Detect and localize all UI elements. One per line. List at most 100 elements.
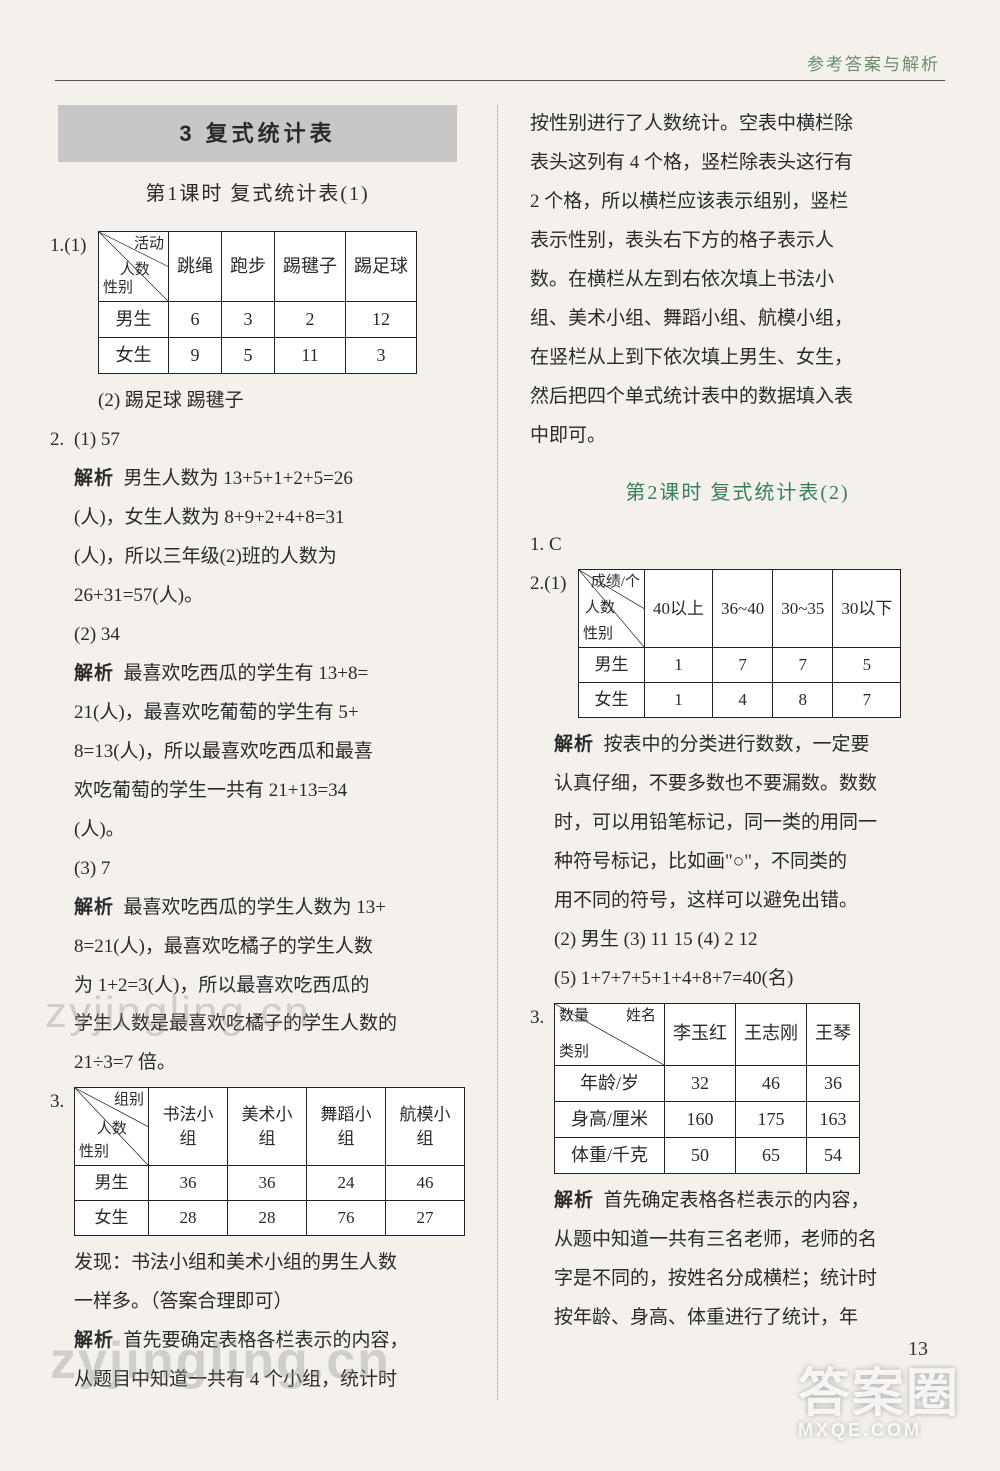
cell: 12 bbox=[346, 302, 417, 338]
cell: 3 bbox=[222, 302, 275, 338]
q2-row: 2. (1) 57 解析 男生人数为 13+5+1+2+5=26 (人)，女生人… bbox=[50, 421, 465, 1083]
cell: 160 bbox=[665, 1101, 736, 1137]
text: 首先要确定表格各栏表示的内容， bbox=[124, 1330, 409, 1351]
page-number: 13 bbox=[908, 1338, 928, 1361]
right-q2-tail: 解析 按表中的分类进行数数，一定要 认真仔细，不要多数也不要漏数。数数 时，可以… bbox=[554, 726, 945, 999]
cell: 8 bbox=[773, 683, 833, 718]
row-label: 女生 bbox=[579, 683, 645, 718]
analysis-label: 解析 bbox=[74, 897, 114, 918]
cell: 11 bbox=[275, 338, 346, 374]
cell: 36 bbox=[807, 1065, 860, 1101]
q2-number: 2. bbox=[50, 421, 74, 460]
text: 按年龄、身高、体重进行了统计，年 bbox=[554, 1299, 945, 1338]
diag-top: 姓名 bbox=[626, 1006, 656, 1027]
text: 数。在横栏从左到右依次填上书法小 bbox=[530, 261, 945, 300]
text: 时，可以用铅笔标记，同一类的用同一 bbox=[554, 804, 945, 843]
right-q3-number: 3. bbox=[530, 999, 554, 1038]
q3-analysis: 解析 首先要确定表格各栏表示的内容， bbox=[74, 1322, 465, 1361]
analysis-label: 解析 bbox=[554, 734, 594, 755]
q3-row: 3. 组别 人数 性别 书法小组 美术小组 舞蹈小组 bbox=[50, 1083, 465, 1399]
wm3-sub: MXQE.COM bbox=[798, 1420, 960, 1441]
table-diag-header: 成绩/个 人数 性别 bbox=[579, 570, 645, 648]
col-head: 李玉红 bbox=[665, 1003, 736, 1065]
col-head: 王志刚 bbox=[736, 1003, 807, 1065]
text: 中即可。 bbox=[530, 417, 945, 456]
lesson1-title: 第1课时 复式统计表(1) bbox=[50, 174, 465, 215]
cell: 1 bbox=[645, 648, 713, 683]
text: 最喜欢吃西瓜的学生有 13+8= bbox=[124, 663, 369, 684]
analysis-label: 解析 bbox=[74, 663, 114, 684]
q3-finding: 一样多。（答案合理即可） bbox=[74, 1283, 465, 1322]
col-head: 30以下 bbox=[833, 570, 901, 648]
right-q3-body: 姓名 数量 类别 李玉红 王志刚 王琴 年龄/岁 32 46 bbox=[554, 999, 945, 1338]
table-activity: 活动 人数 性别 跳绳 跑步 踢毽子 踢足球 男生 6 3 bbox=[98, 231, 417, 374]
text: 男生人数为 13+5+1+2+5=26 bbox=[124, 468, 353, 489]
r2-analysis: 解析 按表中的分类进行数数，一定要 bbox=[554, 726, 945, 765]
table-row: 女生 9 5 11 3 bbox=[99, 338, 417, 374]
table-row: 男生 1 7 7 5 bbox=[579, 648, 901, 683]
cell: 46 bbox=[736, 1065, 807, 1101]
text: 21(人)，最喜欢吃葡萄的学生有 5+ bbox=[74, 694, 465, 733]
diag-top: 成绩/个 bbox=[591, 572, 640, 593]
section-banner: 3 复式统计表 bbox=[58, 105, 457, 162]
text: 按性别进行了人数统计。空表中横栏除 bbox=[530, 105, 945, 144]
diag-mid: 人数 bbox=[585, 598, 615, 619]
text: 组、美术小组、舞蹈小组、航模小组， bbox=[530, 300, 945, 339]
q1-2: (2) 踢足球 踢毽子 bbox=[98, 382, 465, 421]
q1-body: 活动 人数 性别 跳绳 跑步 踢毽子 踢足球 男生 6 3 bbox=[98, 227, 465, 382]
two-column-layout: 3 复式统计表 第1课时 复式统计表(1) 1.(1) 活动 人数 性别 bbox=[50, 105, 945, 1400]
breadcrumb: 参考答案与解析 bbox=[807, 50, 940, 75]
q1-row: 1.(1) 活动 人数 性别 跳绳 跑步 踢毽子 bbox=[50, 227, 465, 382]
row-label: 男生 bbox=[579, 648, 645, 683]
right-q2-body: 成绩/个 人数 性别 40以上 36~40 30~35 30以下 男生 1 bbox=[578, 565, 945, 726]
cell: 175 bbox=[736, 1101, 807, 1137]
page-root: 参考答案与解析 3 复式统计表 第1课时 复式统计表(1) 1.(1) 活动 人… bbox=[0, 0, 1000, 1471]
cell: 54 bbox=[807, 1137, 860, 1173]
table-diag-header: 活动 人数 性别 bbox=[99, 232, 169, 302]
row-label: 女生 bbox=[99, 338, 169, 374]
cell: 7 bbox=[833, 683, 901, 718]
row-label: 男生 bbox=[99, 302, 169, 338]
r2-5: (5) 1+7+7+5+1+4+8+7=40(名) bbox=[554, 960, 945, 999]
table-scores: 成绩/个 人数 性别 40以上 36~40 30~35 30以下 男生 1 bbox=[578, 569, 901, 718]
q2-body: (1) 57 解析 男生人数为 13+5+1+2+5=26 (人)，女生人数为 … bbox=[74, 421, 465, 1083]
cell: 32 bbox=[665, 1065, 736, 1101]
col-head: 36~40 bbox=[713, 570, 773, 648]
cell: 24 bbox=[307, 1166, 386, 1201]
row-label: 体重/千克 bbox=[555, 1137, 665, 1173]
table-row: 男生 36 36 24 46 bbox=[75, 1166, 465, 1201]
row-label: 女生 bbox=[75, 1201, 149, 1236]
q2-2: (2) 34 bbox=[74, 616, 465, 655]
right-q1: 1. C bbox=[530, 526, 945, 565]
cell: 7 bbox=[773, 648, 833, 683]
right-q2-row: 2.(1) 成绩/个 人数 性别 40以上 36~40 30 bbox=[530, 565, 945, 726]
diag-top: 组别 bbox=[114, 1090, 144, 1111]
cell: 3 bbox=[346, 338, 417, 374]
lesson2-title: 第2课时 复式统计表(2) bbox=[530, 473, 945, 514]
text: 学生人数是最喜欢吃橘子的学生人数的 bbox=[74, 1005, 465, 1044]
cell: 27 bbox=[386, 1201, 465, 1236]
cell: 76 bbox=[307, 1201, 386, 1236]
col-head: 30~35 bbox=[773, 570, 833, 648]
text: 8=13(人)，所以最喜欢吃西瓜和最喜 bbox=[74, 733, 465, 772]
cell: 6 bbox=[169, 302, 222, 338]
table-diag-header: 姓名 数量 类别 bbox=[555, 1003, 665, 1065]
text: 然后把四个单式统计表中的数据填入表 bbox=[530, 378, 945, 417]
text: 8=21(人)，最喜欢吃橘子的学生人数 bbox=[74, 928, 465, 967]
q2-3: (3) 7 bbox=[74, 850, 465, 889]
r2-2: (2) 男生 (3) 11 15 (4) 2 12 bbox=[554, 921, 945, 960]
q2-1-analysis: 解析 男生人数为 13+5+1+2+5=26 bbox=[74, 460, 465, 499]
analysis-label: 解析 bbox=[74, 1330, 114, 1351]
text: 首先确定表格各栏表示的内容， bbox=[604, 1190, 870, 1211]
right-q2-number: 2.(1) bbox=[530, 565, 578, 604]
text: 最喜欢吃西瓜的学生人数为 13+ bbox=[124, 897, 386, 918]
table-diag-header: 组别 人数 性别 bbox=[75, 1088, 149, 1166]
text: 用不同的符号，这样可以避免出错。 bbox=[554, 882, 945, 921]
diag-top: 活动 bbox=[134, 234, 164, 255]
text: 种符号标记，比如画"○"，不同类的 bbox=[554, 843, 945, 882]
col-head: 王琴 bbox=[807, 1003, 860, 1065]
col-head: 舞蹈小组 bbox=[307, 1088, 386, 1166]
cell: 36 bbox=[149, 1166, 228, 1201]
analysis-label: 解析 bbox=[74, 468, 114, 489]
cell: 46 bbox=[386, 1166, 465, 1201]
